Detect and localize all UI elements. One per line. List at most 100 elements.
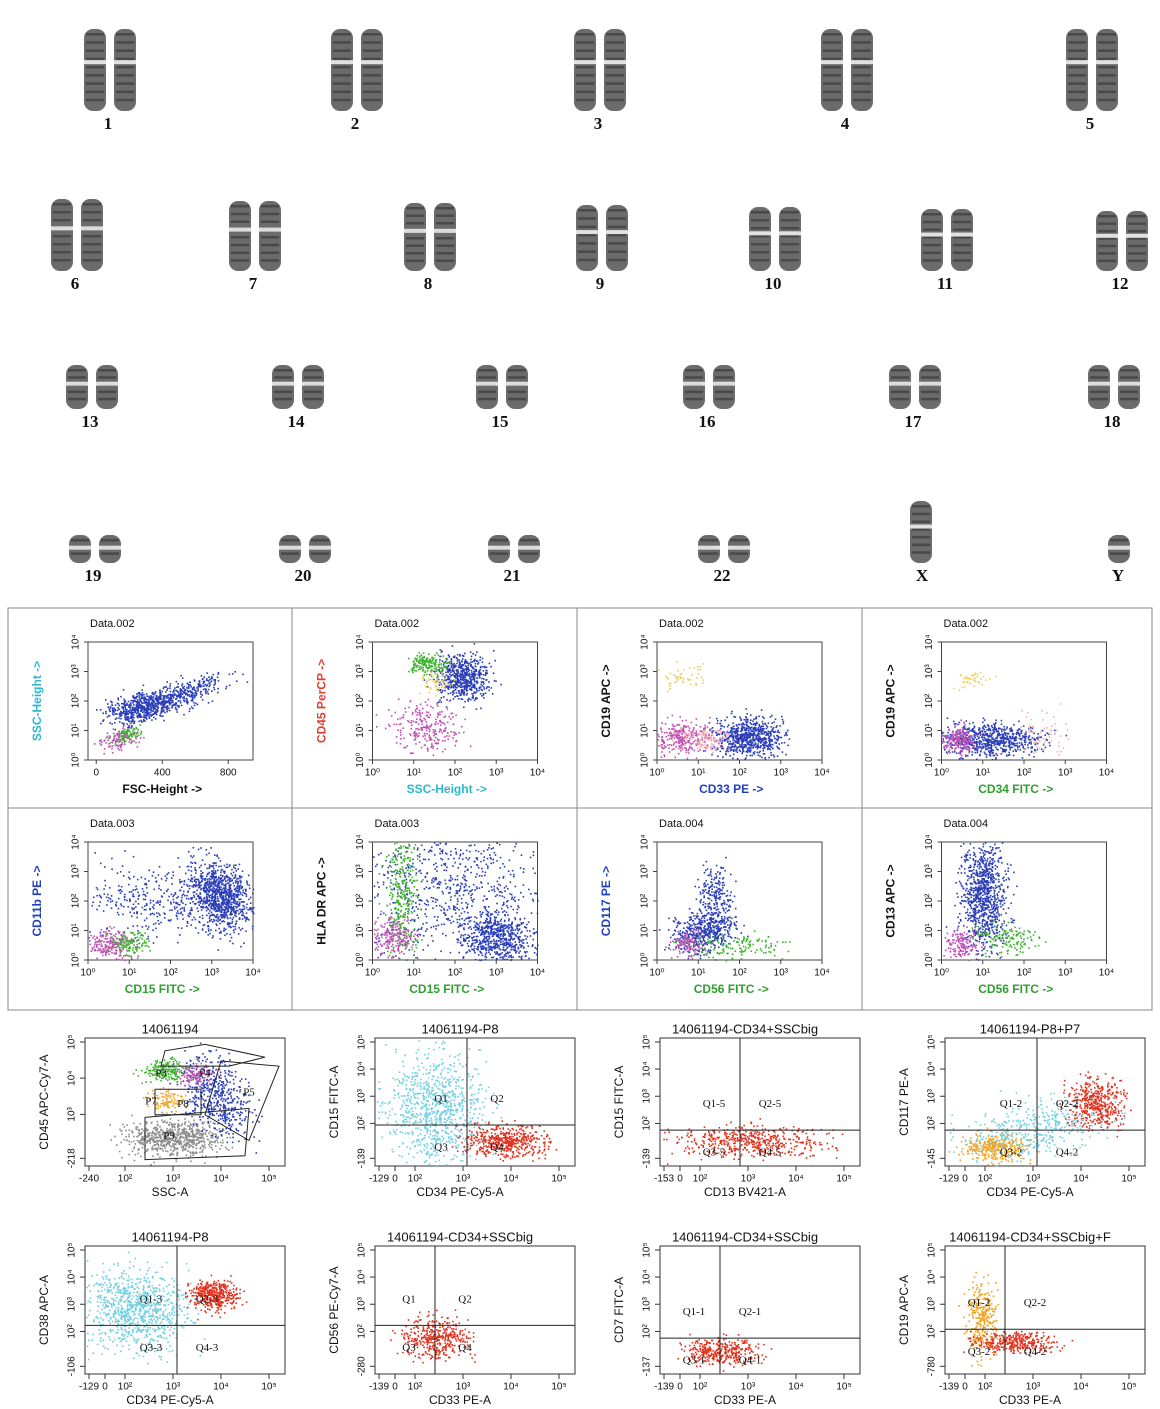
event-dot xyxy=(128,701,130,703)
event-dot xyxy=(781,716,783,718)
event-dot xyxy=(733,728,735,730)
event-dot xyxy=(741,723,743,725)
event-dot xyxy=(417,712,419,714)
event-dot xyxy=(421,729,423,731)
event-dot xyxy=(1027,744,1029,746)
event-dot xyxy=(957,740,959,742)
event-dot xyxy=(482,658,484,660)
event-dot xyxy=(454,656,456,658)
event-dot xyxy=(956,734,958,736)
event-dot xyxy=(154,703,156,705)
event-dot xyxy=(983,729,985,731)
event-dot xyxy=(436,673,438,675)
event-dot xyxy=(979,754,981,756)
event-dot xyxy=(454,667,456,669)
event-dot xyxy=(240,912,242,914)
event-dot xyxy=(171,707,173,709)
x-tick-label: 10⁰ xyxy=(934,768,949,779)
chromosome-band xyxy=(1098,245,1116,248)
event-dot xyxy=(673,744,675,746)
event-dot xyxy=(120,718,122,720)
event-dot xyxy=(441,686,443,688)
event-dot xyxy=(115,705,117,707)
event-dot xyxy=(1006,749,1008,751)
event-dot xyxy=(946,735,948,737)
event-dot xyxy=(719,737,721,739)
event-dot xyxy=(247,681,249,683)
event-dot xyxy=(226,686,228,688)
event-dot xyxy=(459,675,461,677)
event-dot xyxy=(211,690,213,692)
event-dot xyxy=(173,697,175,699)
event-dot xyxy=(1027,747,1029,749)
event-dot xyxy=(459,664,461,666)
chromosome-band xyxy=(715,369,733,372)
event-dot xyxy=(769,736,771,738)
event-dot xyxy=(755,747,757,749)
chromosome-band xyxy=(578,242,596,245)
event-dot xyxy=(990,755,992,757)
event-dot xyxy=(430,746,432,748)
event-dot xyxy=(428,679,430,681)
event-dot xyxy=(448,716,450,718)
event-dot xyxy=(971,729,973,731)
centromere xyxy=(909,525,933,529)
event-dot xyxy=(138,707,140,709)
event-dot xyxy=(694,668,696,670)
event-dot xyxy=(440,692,442,694)
event-dot xyxy=(474,679,476,681)
event-dot xyxy=(717,747,719,749)
event-dot xyxy=(663,747,665,749)
chromosome-band xyxy=(1098,82,1116,85)
event-dot xyxy=(1027,712,1029,714)
event-dot xyxy=(962,730,964,732)
event-dot xyxy=(459,655,461,657)
chromosome-band xyxy=(715,398,733,401)
event-dot xyxy=(723,737,725,739)
event-dot xyxy=(190,684,192,686)
event-dot xyxy=(162,695,164,697)
event-dot xyxy=(424,679,426,681)
event-dot xyxy=(124,732,126,734)
event-dot xyxy=(738,735,740,737)
event-dot xyxy=(159,715,161,717)
event-dot xyxy=(753,719,755,721)
event-dot xyxy=(1060,751,1062,753)
event-dot xyxy=(998,734,1000,736)
event-dot xyxy=(1030,741,1032,743)
event-dot xyxy=(132,702,134,704)
chromosome-band xyxy=(281,552,299,555)
event-dot xyxy=(977,742,979,744)
event-dot xyxy=(1021,730,1023,732)
chromosome-band xyxy=(333,82,351,85)
event-dot xyxy=(999,732,1001,734)
event-dot xyxy=(457,672,459,674)
event-dot xyxy=(698,673,700,675)
chromosome xyxy=(889,365,911,409)
chromosome-band xyxy=(436,215,454,218)
event-dot xyxy=(151,708,153,710)
chromosome-band xyxy=(1120,369,1138,372)
chromosome-label: 22 xyxy=(714,566,731,585)
event-dot xyxy=(983,726,985,728)
event-dot xyxy=(995,753,997,755)
event-dot xyxy=(209,883,211,885)
event-dot xyxy=(960,735,962,737)
event-dot xyxy=(770,716,772,718)
event-dot xyxy=(437,674,439,676)
event-dot xyxy=(771,722,773,724)
event-dot xyxy=(740,718,742,720)
event-dot xyxy=(1024,736,1026,738)
x-axis-label: SSC-Height -> xyxy=(407,782,487,796)
event-dot xyxy=(206,685,208,687)
event-dot xyxy=(489,663,491,665)
chromosome-band xyxy=(576,99,594,102)
event-dot xyxy=(729,741,731,743)
event-dot xyxy=(444,740,446,742)
event-dot xyxy=(446,663,448,665)
event-dot xyxy=(163,703,165,705)
event-dot xyxy=(119,709,121,711)
event-dot xyxy=(725,751,727,753)
event-dot xyxy=(441,722,443,724)
event-dot xyxy=(447,672,449,674)
